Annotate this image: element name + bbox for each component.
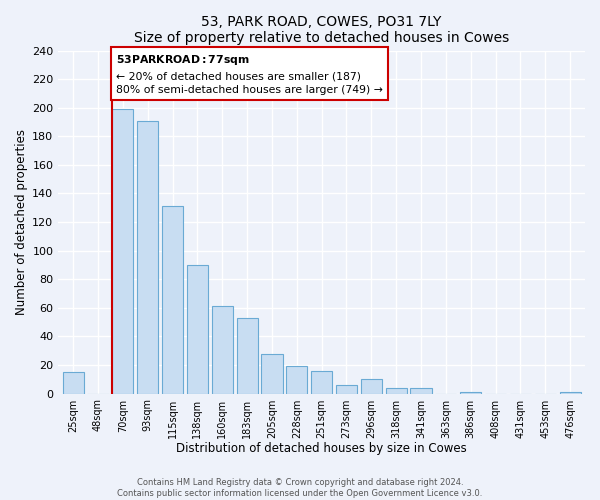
Bar [361, 380, 382, 394]
Bar [286, 366, 307, 394]
Bar [162, 206, 183, 394]
Bar [386, 388, 407, 394]
Text: Contains HM Land Registry data © Crown copyright and database right 2024.
Contai: Contains HM Land Registry data © Crown c… [118, 478, 482, 498]
Bar [212, 306, 233, 394]
Bar [236, 318, 257, 394]
Bar [410, 388, 431, 394]
Bar [336, 385, 357, 394]
Title: 53, PARK ROAD, COWES, PO31 7LY
Size of property relative to detached houses in C: 53, PARK ROAD, COWES, PO31 7LY Size of p… [134, 15, 509, 45]
Bar [560, 392, 581, 394]
Bar [137, 120, 158, 394]
Bar [460, 392, 481, 394]
Bar [187, 265, 208, 394]
X-axis label: Distribution of detached houses by size in Cowes: Distribution of detached houses by size … [176, 442, 467, 455]
Bar [62, 372, 84, 394]
Text: $\mathbf{53 PARK ROAD: 77sqm}$
← 20% of detached houses are smaller (187)
80% of: $\mathbf{53 PARK ROAD: 77sqm}$ ← 20% of … [116, 54, 383, 96]
Bar [112, 109, 133, 394]
Bar [311, 370, 332, 394]
Bar [262, 354, 283, 394]
Y-axis label: Number of detached properties: Number of detached properties [15, 129, 28, 315]
